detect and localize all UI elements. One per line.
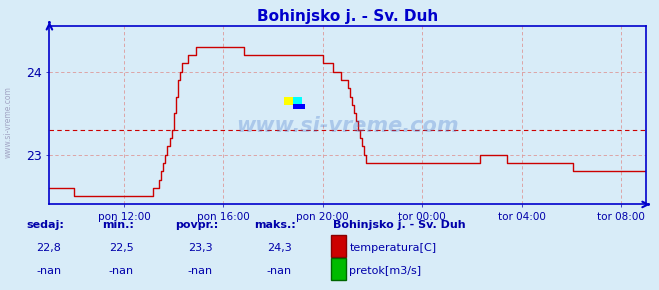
Text: 23,3: 23,3 [188, 243, 212, 253]
Text: www.si-vreme.com: www.si-vreme.com [237, 116, 459, 136]
Text: pretok[m3/s]: pretok[m3/s] [349, 266, 421, 276]
Text: 24,3: 24,3 [267, 243, 292, 253]
Text: -nan: -nan [109, 266, 134, 276]
Text: sedaj:: sedaj: [26, 220, 64, 230]
Text: -nan: -nan [36, 266, 61, 276]
Text: maks.:: maks.: [254, 220, 295, 230]
Bar [293, 97, 302, 105]
Text: 22,5: 22,5 [109, 243, 134, 253]
Text: 22,8: 22,8 [36, 243, 61, 253]
Title: Bohinjsko j. - Sv. Duh: Bohinjsko j. - Sv. Duh [257, 8, 438, 23]
Text: Bohinjsko j. - Sv. Duh: Bohinjsko j. - Sv. Duh [333, 220, 465, 230]
Text: -nan: -nan [267, 266, 292, 276]
Text: -nan: -nan [188, 266, 213, 276]
Text: www.si-vreme.com: www.si-vreme.com [3, 86, 13, 158]
Bar [293, 104, 304, 108]
Text: min.:: min.: [102, 220, 134, 230]
Text: povpr.:: povpr.: [175, 220, 218, 230]
Bar [284, 97, 293, 105]
Text: temperatura[C]: temperatura[C] [349, 243, 436, 253]
